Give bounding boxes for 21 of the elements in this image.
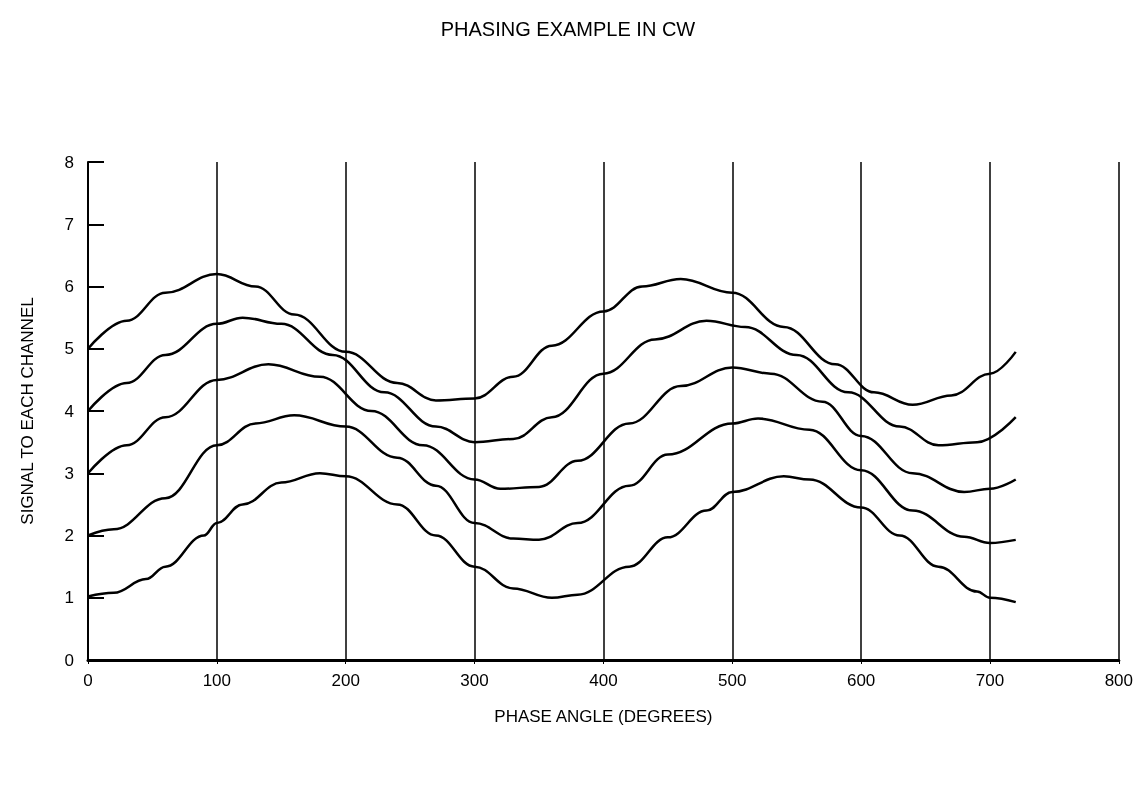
x-axis-title: PHASE ANGLE (DEGREES) [494,707,713,726]
x-tick-label: 800 [1104,671,1134,690]
x-tick-label: 100 [202,671,232,690]
y-tick-label: 6 [64,277,74,296]
y-tick-label: 8 [64,152,74,172]
x-tick-label: 300 [460,671,489,690]
y-tick-label: 2 [64,526,74,545]
y-tick-label: 3 [64,463,74,483]
chart-title: PHASING EXAMPLE IN CW [440,18,696,40]
x-tick-label: 0 [83,671,93,690]
x-tick-label: 600 [846,671,876,690]
x-tick-label: 700 [975,671,1005,690]
x-tick-label: 200 [331,671,360,690]
y-tick-label: 0 [64,650,74,670]
y-tick-label: 5 [64,339,74,359]
x-tick-label: 400 [589,671,618,690]
y-tick-label: 1 [64,588,74,608]
x-tick-label: 500 [718,671,747,690]
y-tick-label: 4 [64,401,74,421]
y-axis-title: SIGNAL TO EACH CHANNEL [18,297,37,525]
y-tick-label: 7 [64,214,74,234]
